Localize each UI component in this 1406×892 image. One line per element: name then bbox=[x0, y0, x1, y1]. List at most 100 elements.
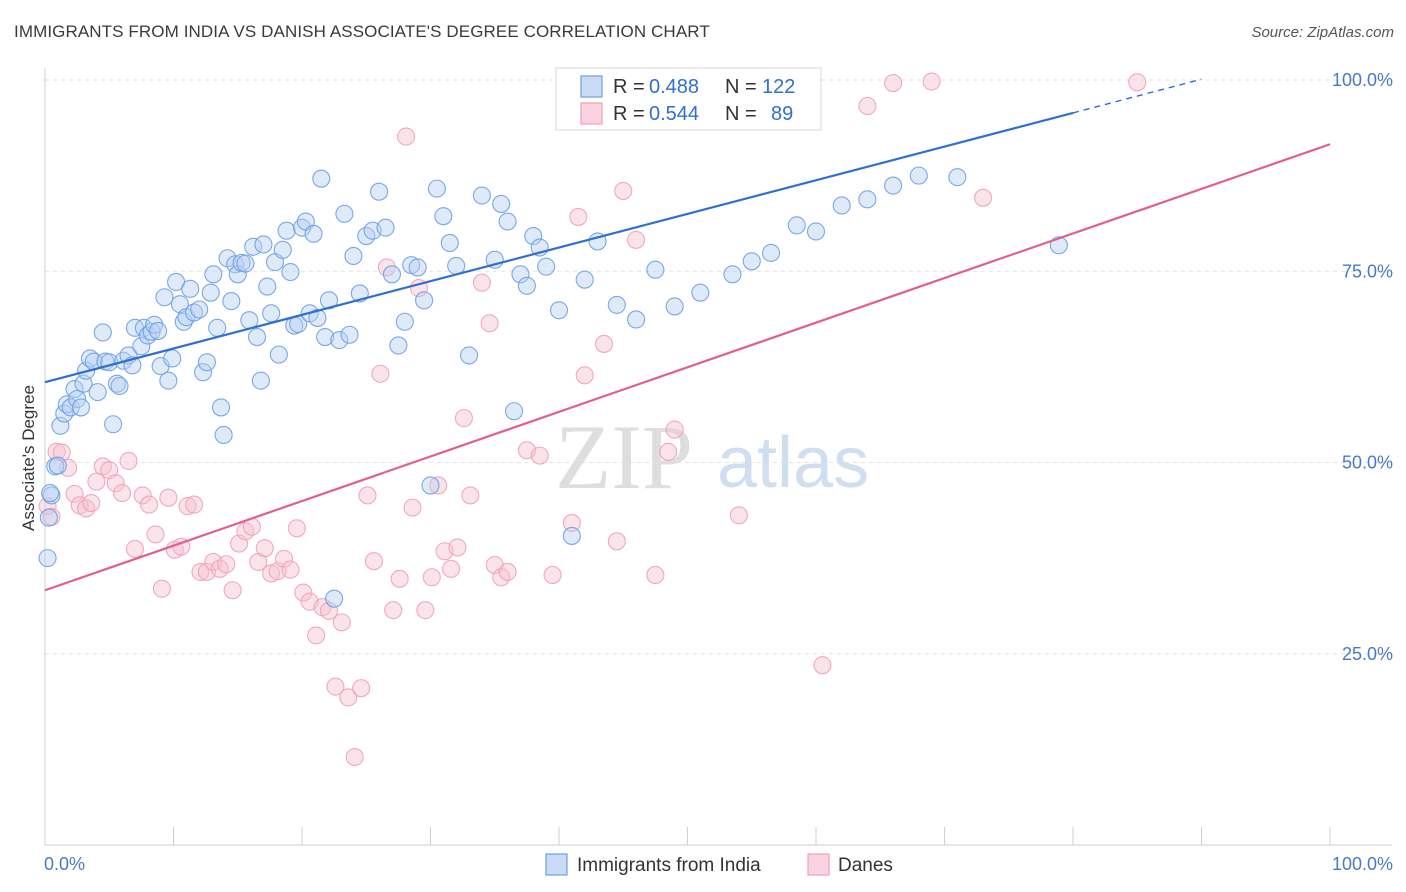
india-point bbox=[909, 166, 928, 185]
india-point bbox=[344, 246, 363, 265]
india-point bbox=[149, 321, 168, 340]
danes-point bbox=[1128, 73, 1147, 92]
india-point bbox=[163, 349, 182, 368]
series-legend: Immigrants from India Danes bbox=[545, 853, 893, 876]
danes-point bbox=[294, 583, 313, 602]
india-point bbox=[948, 168, 967, 187]
danes-point bbox=[422, 568, 441, 587]
india-point bbox=[421, 476, 440, 495]
india-point bbox=[440, 233, 459, 252]
danes-point bbox=[416, 601, 435, 620]
india-point bbox=[858, 190, 877, 209]
danes-point bbox=[472, 273, 491, 292]
india-point bbox=[691, 283, 710, 302]
danes-point bbox=[442, 559, 461, 578]
india-point bbox=[190, 300, 209, 319]
india-point bbox=[277, 221, 296, 240]
india-point bbox=[204, 265, 223, 284]
grid-lines bbox=[45, 79, 1392, 655]
india-point bbox=[38, 549, 57, 568]
india-point bbox=[492, 194, 511, 213]
india-point bbox=[104, 415, 123, 434]
danes-point bbox=[113, 484, 132, 503]
india-point bbox=[370, 182, 389, 201]
india-point bbox=[376, 218, 395, 237]
trend-lines bbox=[44, 78, 1331, 592]
x-tick-label-min: 0.0% bbox=[44, 854, 85, 874]
danes-point bbox=[287, 519, 306, 538]
india-point bbox=[269, 345, 288, 364]
legend-n-value-india: 122 bbox=[762, 76, 795, 98]
india-point bbox=[258, 277, 277, 296]
india-point bbox=[742, 252, 761, 271]
danes-point bbox=[530, 446, 549, 465]
legend-n-value-danes: 89 bbox=[771, 103, 793, 125]
danes-point bbox=[125, 539, 144, 558]
india-point bbox=[201, 283, 220, 302]
y-axis-label: Associate's Degree bbox=[19, 385, 38, 531]
india-point bbox=[236, 254, 255, 273]
danes-point bbox=[281, 560, 300, 579]
india-point bbox=[787, 216, 806, 235]
india-point bbox=[211, 398, 231, 417]
india-point bbox=[723, 265, 742, 284]
india-point bbox=[159, 371, 178, 390]
india-point bbox=[247, 327, 267, 347]
india-point bbox=[132, 337, 151, 356]
danes-point bbox=[217, 555, 236, 574]
danes-point bbox=[813, 656, 832, 675]
danes-point bbox=[429, 476, 448, 495]
india-trend-line bbox=[44, 111, 1074, 384]
india-point bbox=[304, 224, 323, 243]
danes-point bbox=[210, 559, 229, 578]
india-points bbox=[38, 166, 1068, 608]
india-point bbox=[884, 176, 903, 195]
india-point bbox=[325, 589, 344, 608]
danes-points bbox=[38, 72, 1147, 767]
india-point bbox=[71, 398, 91, 417]
danes-point bbox=[454, 409, 473, 428]
india-point bbox=[472, 186, 491, 205]
india-point bbox=[434, 207, 453, 226]
india-point bbox=[316, 327, 335, 347]
danes-point bbox=[371, 364, 390, 383]
danes-point bbox=[133, 486, 152, 505]
danes-point bbox=[345, 747, 364, 767]
danes-point bbox=[65, 484, 84, 503]
india-point bbox=[155, 288, 174, 307]
india-point bbox=[646, 260, 665, 279]
india-point bbox=[562, 526, 581, 545]
india-point bbox=[181, 279, 200, 298]
danes-point bbox=[352, 679, 371, 698]
india-point bbox=[382, 265, 402, 284]
india-point bbox=[194, 363, 213, 382]
danes-point bbox=[659, 442, 678, 461]
danes-point bbox=[191, 562, 210, 581]
danes-point bbox=[922, 72, 941, 91]
danes-point bbox=[384, 601, 403, 620]
y-tick-label: 50.0% bbox=[1342, 453, 1393, 473]
india-point bbox=[627, 310, 646, 329]
india-point bbox=[395, 312, 414, 331]
chart-title: IMMIGRANTS FROM INDIA VS DANISH ASSOCIAT… bbox=[14, 22, 710, 41]
india-point bbox=[549, 301, 569, 320]
danes-point bbox=[339, 688, 358, 707]
india-point bbox=[832, 196, 851, 215]
india-point bbox=[806, 222, 826, 241]
india-point bbox=[185, 303, 204, 322]
danes-point bbox=[236, 522, 255, 541]
india-point bbox=[41, 484, 60, 503]
legend-r-value-india: 0.488 bbox=[649, 76, 699, 98]
danes-point bbox=[307, 626, 326, 645]
india-point bbox=[498, 212, 517, 231]
danes-point bbox=[543, 565, 562, 585]
danes-point bbox=[614, 181, 633, 200]
india-point bbox=[459, 346, 479, 365]
danes-point bbox=[575, 366, 594, 385]
danes-point bbox=[498, 562, 517, 581]
danes-point bbox=[358, 486, 377, 505]
legend-swatch-danes bbox=[580, 102, 603, 125]
danes-point bbox=[274, 549, 294, 568]
danes-point bbox=[364, 552, 384, 571]
